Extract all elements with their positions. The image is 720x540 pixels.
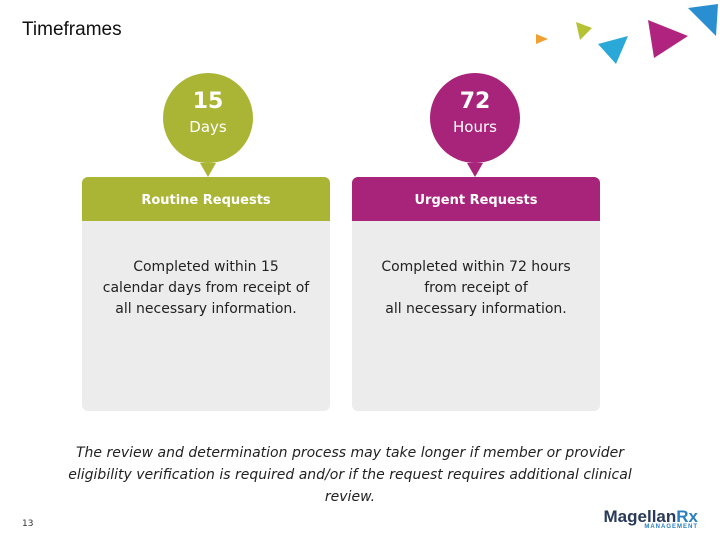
unit: Hours bbox=[453, 118, 497, 136]
hours-circle: 72 Hours bbox=[430, 73, 520, 163]
line: review. bbox=[324, 489, 376, 505]
unit: Days bbox=[189, 118, 227, 136]
slide-title: Timeframes bbox=[22, 19, 122, 40]
card-body: Completed within 72 hours from receipt o… bbox=[352, 257, 600, 320]
number: 15 bbox=[192, 89, 224, 114]
number: 72 bbox=[459, 89, 491, 114]
days-circle: 15 Days bbox=[163, 73, 253, 163]
page-number: 13 bbox=[22, 519, 34, 529]
card-header: Urgent Requests bbox=[352, 177, 600, 221]
decor bbox=[536, 4, 718, 64]
logo: MagellanRx MANAGEMENT bbox=[604, 507, 698, 530]
logo-accent: Rx bbox=[676, 507, 698, 526]
line: eligibility verification is required and… bbox=[68, 467, 632, 483]
line: all necessary information. bbox=[385, 301, 567, 317]
line: Completed within 15 bbox=[133, 259, 279, 275]
logo-sub: MANAGEMENT bbox=[644, 524, 698, 530]
line: from receipt of bbox=[424, 280, 528, 296]
routine-card: Routine Requests Completed within 15 cal… bbox=[82, 177, 330, 411]
urgent-card: Urgent Requests Completed within 72 hour… bbox=[352, 177, 600, 411]
card-header: Routine Requests bbox=[82, 177, 330, 221]
pointer bbox=[200, 163, 216, 177]
line: Completed within 72 hours bbox=[381, 259, 571, 275]
line: calendar days from receipt of bbox=[102, 280, 310, 296]
footnote: The review and determination process may… bbox=[40, 442, 660, 508]
card-body: Completed within 15 calendar days from r… bbox=[82, 257, 330, 320]
line: The review and determination process may… bbox=[76, 445, 624, 461]
pointer bbox=[467, 163, 483, 177]
line: all necessary information. bbox=[115, 301, 297, 317]
logo-name: Magellan bbox=[603, 507, 677, 526]
